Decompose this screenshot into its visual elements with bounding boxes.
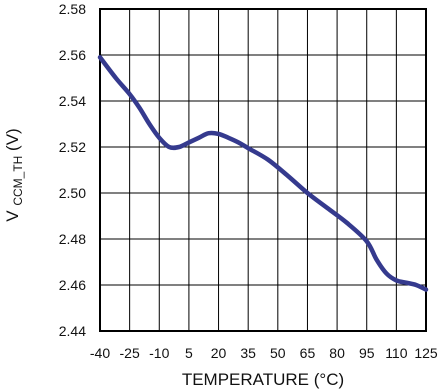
y-tick-label: 2.44 [59,323,86,339]
x-tick-label: 50 [270,345,286,361]
x-tick-label: 80 [329,345,345,361]
y-axis-title-main: V [3,210,22,222]
tick-layer: -40 -25 -10 5 20 35 50 65 80 95 110 125 2.44 2.46 2.48… [59,1,438,361]
y-tick-label: 2.50 [59,185,86,201]
y-axis-title-subscript: CCM_TH [11,156,25,206]
y-tick-label: 2.46 [59,277,86,293]
grid-layer [99,8,427,332]
x-tick-label: 110 [385,345,408,361]
x-tick-label: 95 [359,345,375,361]
y-axis-title-unit: (V) [3,128,22,151]
x-tick-label: 65 [300,345,316,361]
y-tick-label: 2.56 [59,47,86,63]
x-tick-label: 125 [414,345,438,361]
x-tick-label: -40 [90,345,110,361]
x-tick-label: -10 [149,345,169,361]
y-tick-label: 2.48 [59,231,86,247]
y-tick-label: 2.58 [59,1,86,17]
x-tick-label: 5 [185,345,193,361]
y-tick-label: 2.52 [59,139,86,155]
y-tick-label: 2.54 [59,93,86,109]
x-tick-label: 35 [240,345,256,361]
x-axis-title: TEMPERATURE (°C) [182,370,344,389]
plot-frame [99,8,427,332]
x-tick-label: -25 [120,345,140,361]
series-line [97,55,429,292]
y-axis-title: V CCM_TH (V) [3,128,25,221]
x-tick-label: 20 [211,345,227,361]
